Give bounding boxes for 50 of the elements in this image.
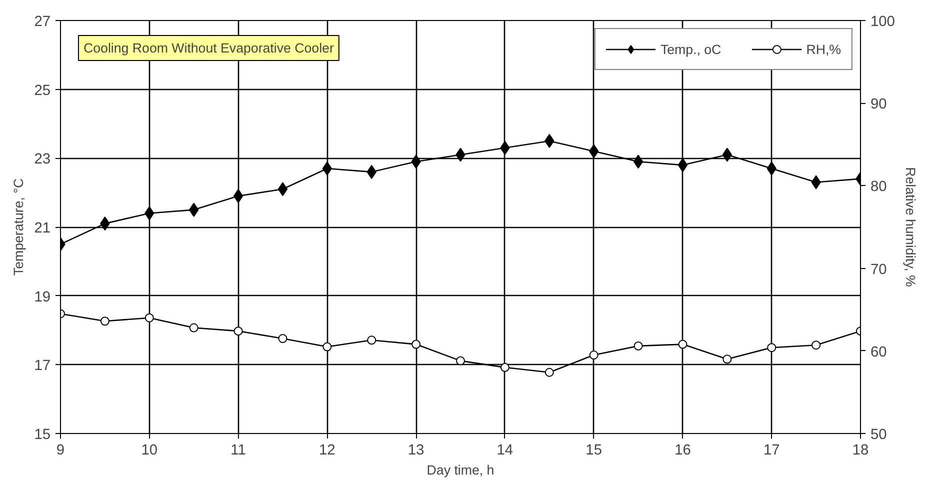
text: Cooling Room Without Evaporative Cooler (84, 40, 334, 56)
point (233, 189, 244, 204)
point (678, 158, 688, 172)
y-tick-label: 27 (34, 14, 51, 30)
point (767, 343, 776, 352)
y2-tick-label: 80 (870, 179, 887, 196)
y-tick-label: 15 (34, 427, 51, 443)
point (456, 356, 465, 366)
legend-label: Temp., oC (660, 42, 722, 56)
point (589, 350, 598, 360)
x-tick-label: 17 (763, 442, 780, 458)
y2-tick-label: 100 (870, 14, 895, 30)
point (144, 313, 154, 322)
x-tick-label: 14 (496, 442, 514, 458)
x-tick-label: 15 (586, 442, 602, 458)
point (234, 326, 243, 336)
y2-tick-label: 70 (870, 262, 887, 278)
y2-tick-label: 60 (870, 344, 887, 360)
point (634, 341, 643, 350)
point (500, 362, 510, 372)
y-tick-label: 21 (34, 220, 51, 236)
y-tick-label: 17 (34, 358, 51, 374)
x-axis-title: Day time, h (426, 462, 494, 478)
y-tick-label: 19 (34, 289, 51, 306)
x-tick-label: 13 (408, 442, 424, 458)
x-tick-label: 10 (141, 442, 158, 458)
y2-tick-label: 50 (870, 427, 887, 443)
legend-label: RH,% (806, 42, 841, 56)
point (322, 342, 332, 352)
point (544, 368, 554, 377)
x-tick-label: 18 (852, 442, 869, 458)
x-tick-label: 11 (230, 442, 246, 458)
point (633, 154, 644, 169)
x-tick-label: 12 (319, 442, 336, 458)
y2-axis-title: Relative humidity, % (902, 167, 918, 288)
x-tick-label: 16 (674, 442, 691, 458)
point (412, 340, 421, 349)
point (722, 354, 732, 364)
y-tick-label: 25 (34, 82, 51, 99)
point (189, 323, 198, 332)
point (100, 316, 110, 326)
point (367, 336, 376, 345)
x-tick-label: 9 (56, 442, 65, 458)
point (678, 340, 688, 349)
y2-tick-label: 90 (870, 96, 887, 113)
y-axis-title: Temperature, °C (11, 178, 26, 276)
point (278, 334, 288, 343)
y-tick-label: 23 (34, 152, 51, 168)
point (278, 182, 288, 196)
point (812, 340, 821, 350)
